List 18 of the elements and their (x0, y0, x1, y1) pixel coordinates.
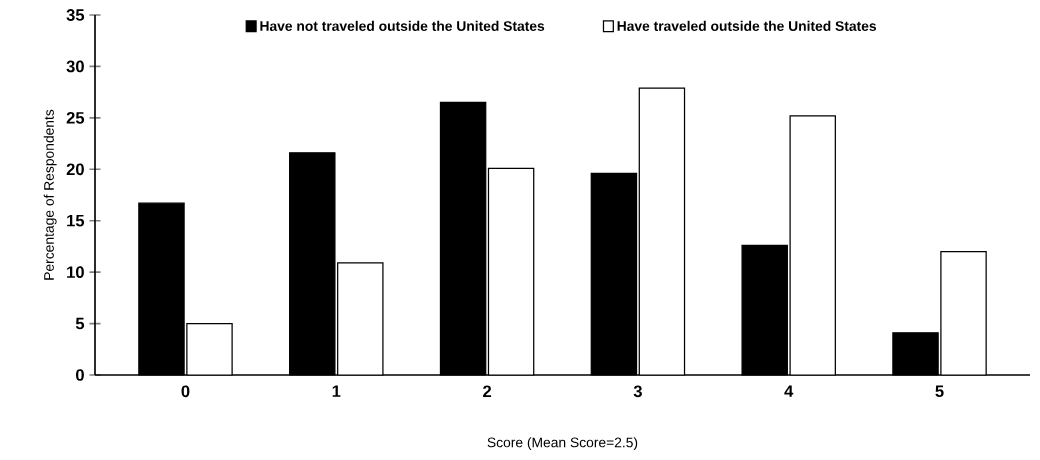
legend-label: Have not traveled outside the United States (260, 20, 545, 31)
y-tick-label: 35 (66, 9, 85, 21)
legend-label: Have traveled outside the United States (617, 20, 877, 31)
y-tick-label: 0 (75, 369, 84, 381)
y-tick-label: 5 (75, 317, 85, 330)
y-tick-label: 15 (67, 214, 85, 227)
x-tick-label: 0 (181, 385, 190, 398)
x-tick-label: 3 (633, 385, 642, 398)
x-tick-label: 2 (483, 385, 492, 398)
y-axis-title: Percentage of Respondents (43, 109, 57, 280)
x-tick-label: 4 (784, 385, 794, 397)
y-tick-label: 25 (66, 111, 85, 124)
x-tick-label: 1 (332, 385, 341, 397)
y-tick-label: 10 (67, 266, 84, 279)
x-axis-title: Score (Mean Score=2.5) (487, 437, 638, 451)
y-tick-label: 20 (66, 163, 84, 176)
x-tick-label: 5 (935, 385, 944, 397)
y-tick-label: 30 (66, 60, 84, 73)
